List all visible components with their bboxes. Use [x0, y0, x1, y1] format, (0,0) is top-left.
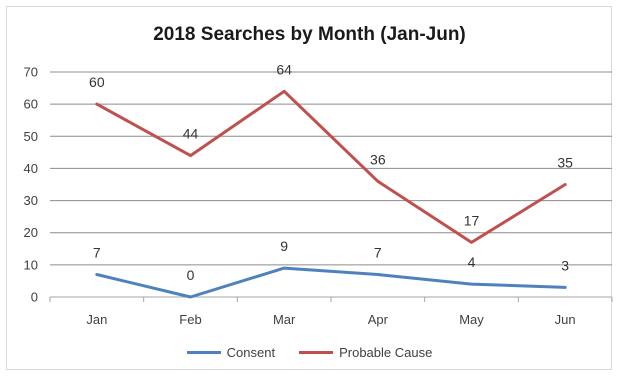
legend-label-probable-cause: Probable Cause	[339, 345, 433, 360]
y-tick-label: 0	[31, 290, 38, 305]
y-tick-label: 70	[24, 65, 38, 80]
x-tick-label-jun: Jun	[555, 312, 576, 327]
data-label-consent: 3	[561, 257, 569, 273]
y-tick-label: 10	[24, 257, 38, 272]
data-label-consent: 7	[374, 245, 382, 261]
legend: Consent Probable Cause	[0, 345, 619, 360]
x-tick-label-mar: Mar	[273, 312, 296, 327]
legend-swatch-consent	[186, 351, 221, 354]
x-tick-label-jan: Jan	[86, 312, 107, 327]
legend-item-consent: Consent	[186, 345, 276, 360]
data-label-consent: 4	[468, 254, 476, 270]
data-label-probable-cause: 64	[276, 61, 292, 77]
y-tick-label: 60	[24, 97, 38, 112]
data-label-probable-cause: 60	[89, 74, 105, 90]
data-label-probable-cause: 36	[370, 151, 386, 167]
series-lines	[95, 89, 567, 299]
data-label-probable-cause: 44	[183, 126, 199, 142]
y-tick-label: 50	[24, 129, 38, 144]
x-tick-label-apr: Apr	[368, 312, 389, 327]
x-tick-label-may: May	[459, 312, 484, 327]
data-labels: 7 0 9 7 4 3 60 44 64 36 17 35	[89, 61, 573, 283]
data-label-probable-cause: 35	[557, 155, 573, 171]
legend-label-consent: Consent	[226, 345, 276, 360]
y-tick-label: 30	[24, 193, 38, 208]
chart-frame	[6, 6, 612, 370]
data-label-probable-cause: 17	[464, 212, 480, 228]
chart-title: 2018 Searches by Month (Jan-Jun)	[153, 24, 466, 45]
gridlines	[50, 71, 612, 298]
series-line-probable-cause	[95, 89, 567, 244]
series-line-consent	[95, 266, 567, 299]
data-label-consent: 0	[187, 267, 195, 283]
y-tick-label: 20	[24, 225, 38, 240]
legend-swatch-probable-cause	[299, 351, 334, 354]
y-tick-label: 40	[24, 161, 38, 176]
legend-item-probable-cause: Probable Cause	[299, 345, 432, 360]
x-tick-label-feb: Feb	[179, 312, 201, 327]
data-label-consent: 7	[93, 245, 101, 261]
data-label-consent: 9	[280, 238, 288, 254]
